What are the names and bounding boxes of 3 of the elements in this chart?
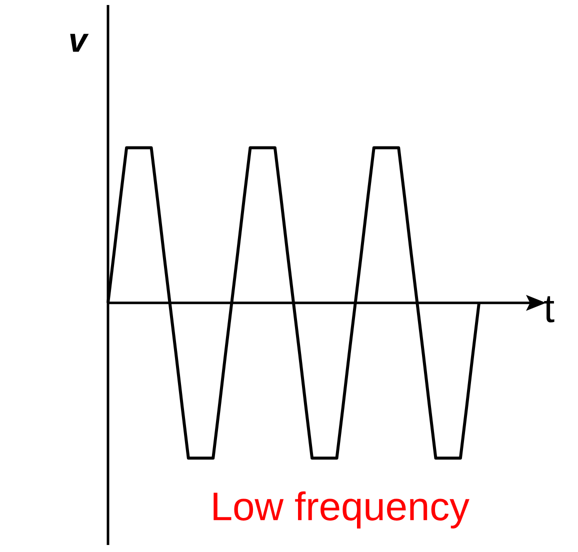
y-axis-title: v [70,34,89,52]
text: Low frequency [214,491,470,528]
x-axis-title: t [544,296,554,322]
